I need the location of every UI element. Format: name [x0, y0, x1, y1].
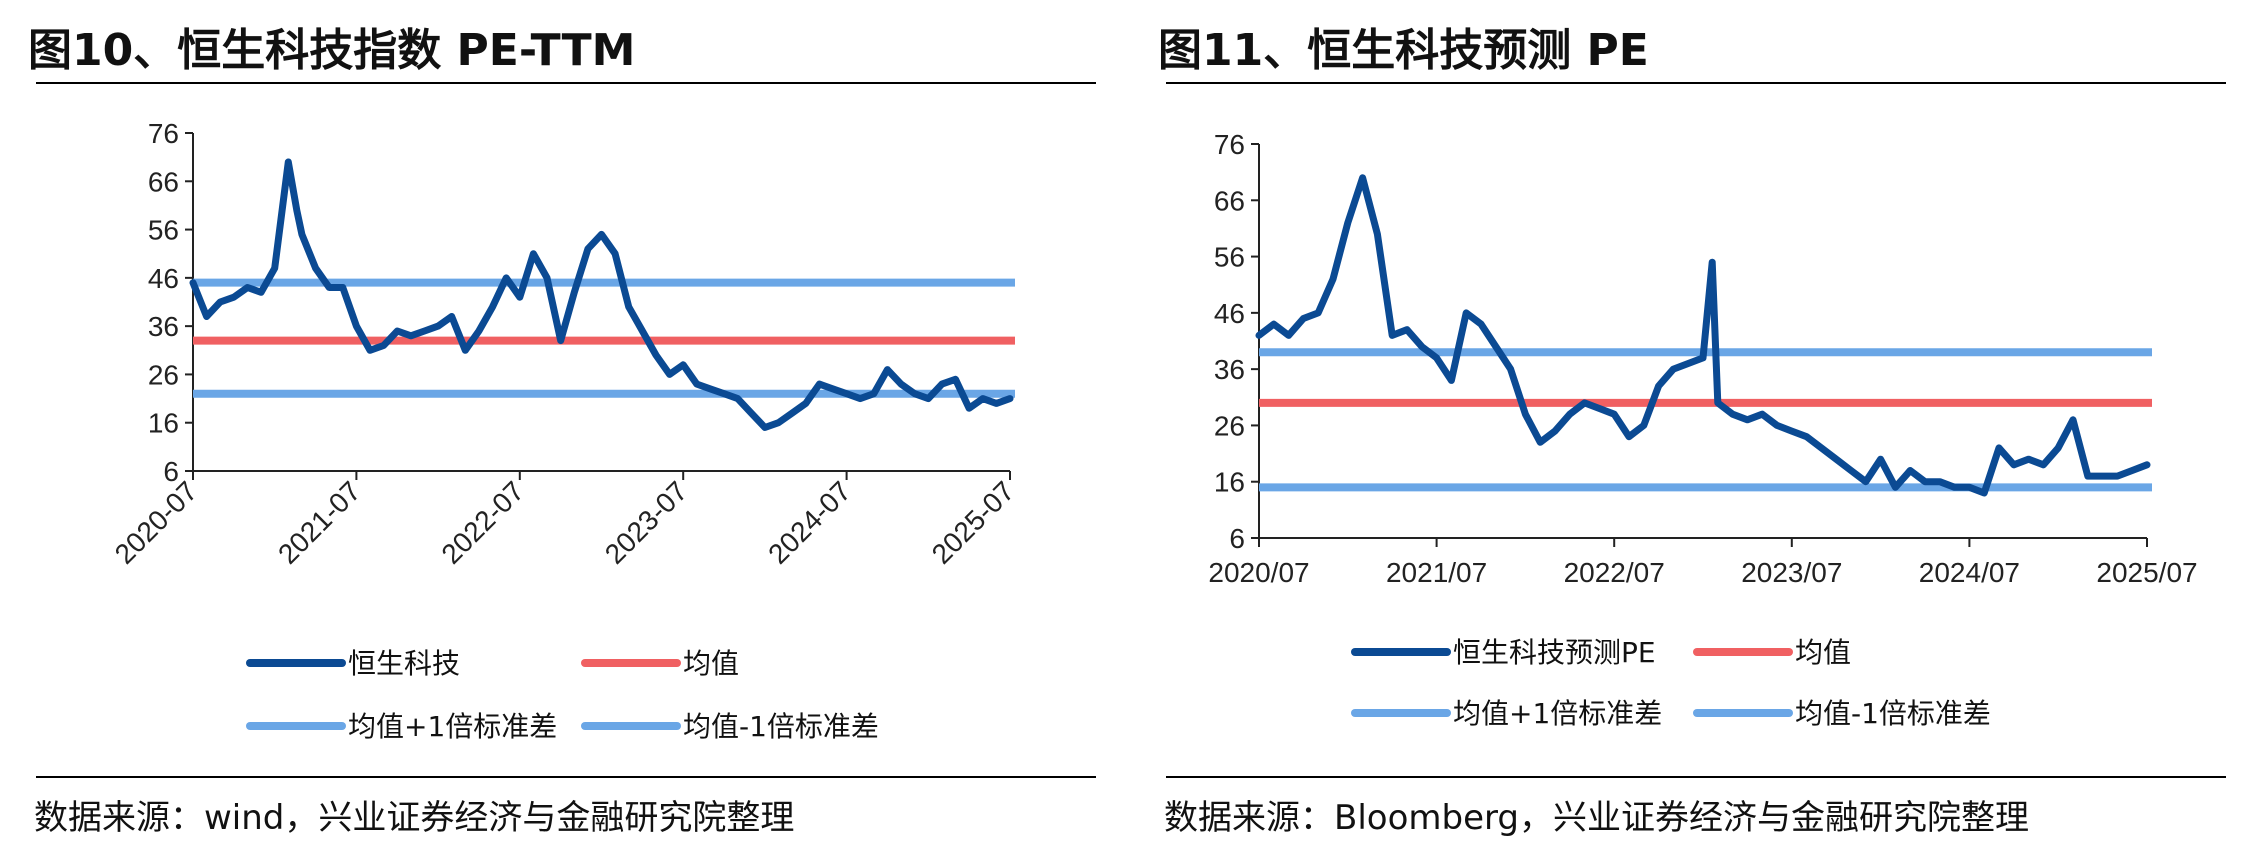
x-tick-label: 2021/07	[1386, 557, 1487, 588]
y-tick-label: 46	[1214, 298, 1245, 329]
legend-label: 恒生科技预测PE	[1453, 636, 1656, 669]
forward-pe-chart: 6 16 26 36 46 56 66 76 2020/07 2021/07 2022/07 2023…	[1208, 129, 2197, 730]
x-tick-label: 2025/07	[2096, 557, 2197, 588]
legend-label: 均值+1倍标准差	[348, 710, 557, 743]
x-tick-label: 2024-07	[762, 475, 857, 570]
y-tick-label: 66	[148, 166, 179, 197]
x-tick-label: 2025-07	[926, 475, 1021, 570]
legend-label: 均值	[683, 647, 739, 680]
x-tick-label: 2024/07	[1919, 557, 2020, 588]
y-tick-label: 66	[1214, 185, 1245, 216]
y-tick-label: 76	[1214, 129, 1245, 160]
source-rule	[1166, 776, 2226, 778]
legend-label: 均值	[1795, 636, 1851, 669]
source-rule	[36, 776, 1096, 778]
y-tick-label: 56	[1214, 242, 1245, 273]
legend-label: 均值+1倍标准差	[1453, 697, 1662, 730]
source-note: 数据来源：Bloomberg，兴业证券经济与金融研究院整理	[1164, 798, 2029, 838]
legend-item: 均值	[581, 647, 739, 680]
legend-label: 恒生科技	[348, 647, 460, 680]
x-tick-label: 2020-07	[109, 475, 204, 570]
y-tick-label: 6	[1229, 523, 1245, 554]
y-tick-label: 46	[148, 263, 179, 294]
figure-title: 图11、恒生科技预测 PE	[1158, 25, 1649, 76]
figure-title: 图10、恒生科技指数 PE-TTM	[28, 25, 636, 76]
figure-11-panel: 图11、恒生科技预测 PE 6 16 26 36 46 56 66 76 2020/07 2021…	[1130, 0, 2241, 848]
x-tick-label: 2023-07	[599, 475, 694, 570]
series-line-main	[189, 158, 1014, 431]
legend-item: 恒生科技预测PE	[1351, 636, 1656, 669]
legend-item: 恒生科技	[246, 647, 460, 680]
y-tick-label: 6	[163, 456, 179, 487]
figure-10-panel: 图10、恒生科技指数 PE-TTM 6 16 26 36 46 56 66 76 2020-07…	[0, 0, 1110, 848]
y-tick-label: 36	[1214, 354, 1245, 385]
legend-item: 均值-1倍标准差	[581, 710, 879, 743]
x-tick-label: 2022/07	[1564, 557, 1665, 588]
legend-item: 均值	[1693, 636, 1851, 669]
y-tick-label: 16	[1214, 467, 1245, 498]
legend-label: 均值-1倍标准差	[683, 710, 879, 743]
y-tick-label: 26	[148, 359, 179, 390]
y-tick-label: 36	[148, 311, 179, 342]
series-line-main	[1255, 174, 2151, 497]
x-tick-label: 2020/07	[1208, 557, 1309, 588]
title-rule	[36, 82, 1096, 84]
legend-item: 均值-1倍标准差	[1693, 697, 1991, 730]
title-rule	[1166, 82, 2226, 84]
legend-item: 均值+1倍标准差	[246, 710, 557, 743]
y-tick-label: 26	[1214, 410, 1245, 441]
legend-label: 均值-1倍标准差	[1795, 697, 1991, 730]
y-tick-label: 16	[148, 408, 179, 439]
x-tick-label: 2022-07	[435, 475, 530, 570]
x-tick-label: 2021-07	[272, 475, 367, 570]
source-note: 数据来源：wind，兴业证券经济与金融研究院整理	[34, 798, 795, 838]
legend-item: 均值+1倍标准差	[1351, 697, 1662, 730]
y-tick-label: 76	[148, 118, 179, 149]
x-tick-label: 2023/07	[1741, 557, 1842, 588]
pe-ttm-chart: 6 16 26 36 46 56 66 76 2020-07 2021-07 2022-07 2023…	[109, 118, 1021, 743]
y-tick-label: 56	[148, 215, 179, 246]
